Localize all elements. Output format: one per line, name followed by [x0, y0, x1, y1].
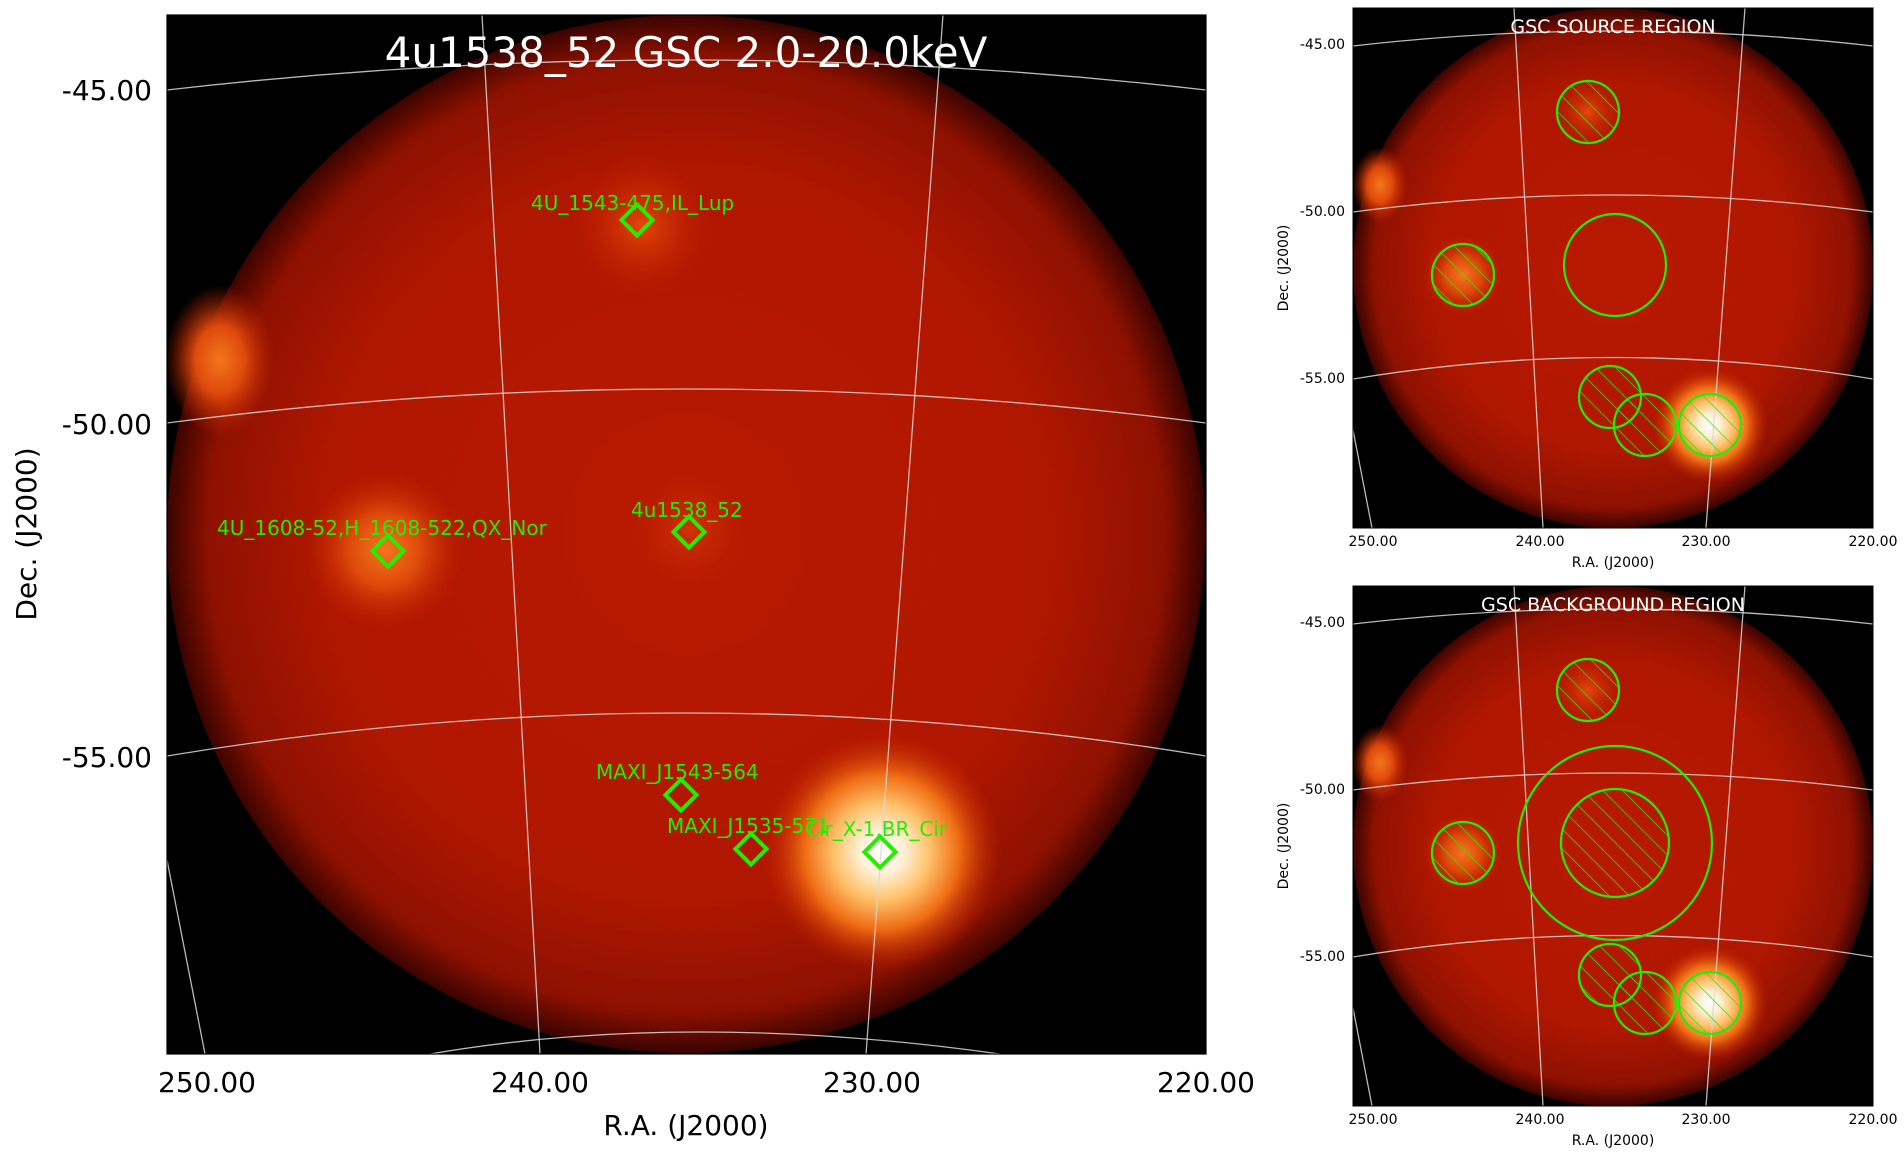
background-ytick: -50.00 — [1300, 782, 1345, 798]
background-panel-title: GSC BACKGROUND REGION — [1481, 594, 1745, 616]
main-xtick: 230.00 — [823, 1066, 921, 1099]
background-grid — [1513, 586, 1544, 1106]
source-frame — [1352, 7, 1874, 529]
background-grid — [1353, 772, 1873, 791]
background-xtick: 230.00 — [1682, 1112, 1731, 1128]
main-emission-4u1543 — [572, 156, 712, 296]
source-grid — [1353, 30, 1873, 47]
source-ytick: -50.00 — [1300, 204, 1345, 220]
excluded-region-4u1608 — [1430, 820, 1496, 886]
source-label: MAXI_J1535-571 — [667, 814, 830, 838]
background-xlabel: R.A. (J2000) — [1572, 1133, 1655, 1149]
source-label: MAXI_J1543-564 — [596, 760, 759, 784]
excluded-source-region — [1559, 787, 1671, 899]
background-xtick: 220.00 — [1849, 1112, 1898, 1128]
source-xtick: 220.00 — [1849, 534, 1898, 550]
marker-4u1538 — [670, 513, 708, 551]
background-ylabel: Dec. (J2000) — [1276, 803, 1292, 890]
source-xtick: 250.00 — [1349, 534, 1398, 550]
excluded-region-maxi1535 — [1612, 392, 1678, 458]
main-emission-4u1608 — [305, 470, 465, 630]
source-label: 4u1538_52 — [631, 498, 743, 522]
source-ytick: -45.00 — [1300, 37, 1345, 53]
main-ytick: -45.00 — [62, 74, 152, 107]
source-label: 4U_1543-475,IL_Lup — [531, 191, 734, 215]
excluded-region-cirx1 — [1677, 970, 1743, 1036]
main-grid-dec-50 — [167, 388, 1206, 424]
excluded-region-4u1543 — [1555, 657, 1621, 723]
source-grid — [1353, 356, 1873, 380]
main-xtick: 250.00 — [158, 1066, 256, 1099]
main-xtick: 240.00 — [491, 1066, 589, 1099]
main-grid-ra-230 — [865, 15, 944, 1054]
main-image-panel: 4U_1543-475,IL_Lup 4U_1608-52,H_1608-522… — [10, 14, 1255, 1142]
source-grid — [1353, 429, 1373, 528]
main-grid-ra-250 — [167, 859, 206, 1054]
main-ylabel: Dec. (J2000) — [10, 447, 43, 620]
marker-4u1543 — [618, 201, 656, 239]
source-panel-title: GSC SOURCE REGION — [1510, 16, 1715, 38]
background-emission-edge — [1353, 725, 1408, 801]
main-bright-emission — [762, 732, 1002, 972]
main-ytick: -55.00 — [62, 741, 152, 774]
source-grid — [1513, 8, 1544, 528]
source-xlabel: R.A. (J2000) — [1572, 555, 1655, 571]
excluded-region-4u1608 — [1430, 242, 1496, 308]
main-xlabel: R.A. (J2000) — [603, 1109, 768, 1142]
background-grid — [1353, 1007, 1373, 1106]
main-title: 4u1538_52 GSC 2.0-20.0keV — [385, 28, 988, 77]
background-annulus-region — [1516, 744, 1714, 942]
source-xtick: 230.00 — [1682, 534, 1731, 550]
background-frame — [1352, 585, 1874, 1107]
excluded-region-4u1543 — [1555, 79, 1621, 145]
background-grid — [1353, 934, 1873, 958]
main-grid-dec-60 — [429, 1031, 1001, 1054]
excluded-region-cirx1 — [1677, 392, 1743, 458]
main-emission-edge — [167, 285, 275, 435]
main-frame — [166, 14, 1207, 1055]
marker-4u1608 — [369, 532, 407, 570]
background-ytick: -45.00 — [1300, 615, 1345, 631]
marker-maxi1543 — [662, 776, 700, 814]
source-emission-edge — [1353, 147, 1408, 223]
source-ylabel: Dec. (J2000) — [1276, 225, 1292, 312]
background-xtick: 250.00 — [1349, 1112, 1398, 1128]
background-grid — [1353, 608, 1873, 625]
background-region-panel: GSC BACKGROUND REGION 250.00 240.00 230.… — [1276, 585, 1898, 1149]
source-region-panel: GSC SOURCE REGION 250.00 240.00 230.00 2… — [1276, 7, 1898, 571]
main-grid-dec-45 — [167, 59, 1206, 91]
main-grid-ra-240 — [481, 15, 541, 1054]
source-xtick: 240.00 — [1516, 534, 1565, 550]
main-grid-dec-55 — [167, 712, 1206, 757]
background-ytick: -55.00 — [1300, 949, 1345, 965]
marker-cirx1 — [861, 833, 899, 871]
marker-maxi1535 — [732, 830, 770, 868]
excluded-region-maxi1535 — [1612, 970, 1678, 1036]
source-grid — [1353, 194, 1873, 213]
main-xtick: 220.00 — [1157, 1066, 1255, 1099]
source-ytick: -55.00 — [1300, 371, 1345, 387]
background-xtick: 240.00 — [1516, 1112, 1565, 1128]
source-label: 4U_1608-52,H_1608-522,QX_Nor — [217, 516, 548, 540]
source-extraction-region — [1562, 212, 1668, 318]
main-emission-target — [620, 460, 760, 600]
source-label: Cir_X-1,BR_Cir — [805, 817, 948, 841]
main-ytick: -50.00 — [62, 408, 152, 441]
